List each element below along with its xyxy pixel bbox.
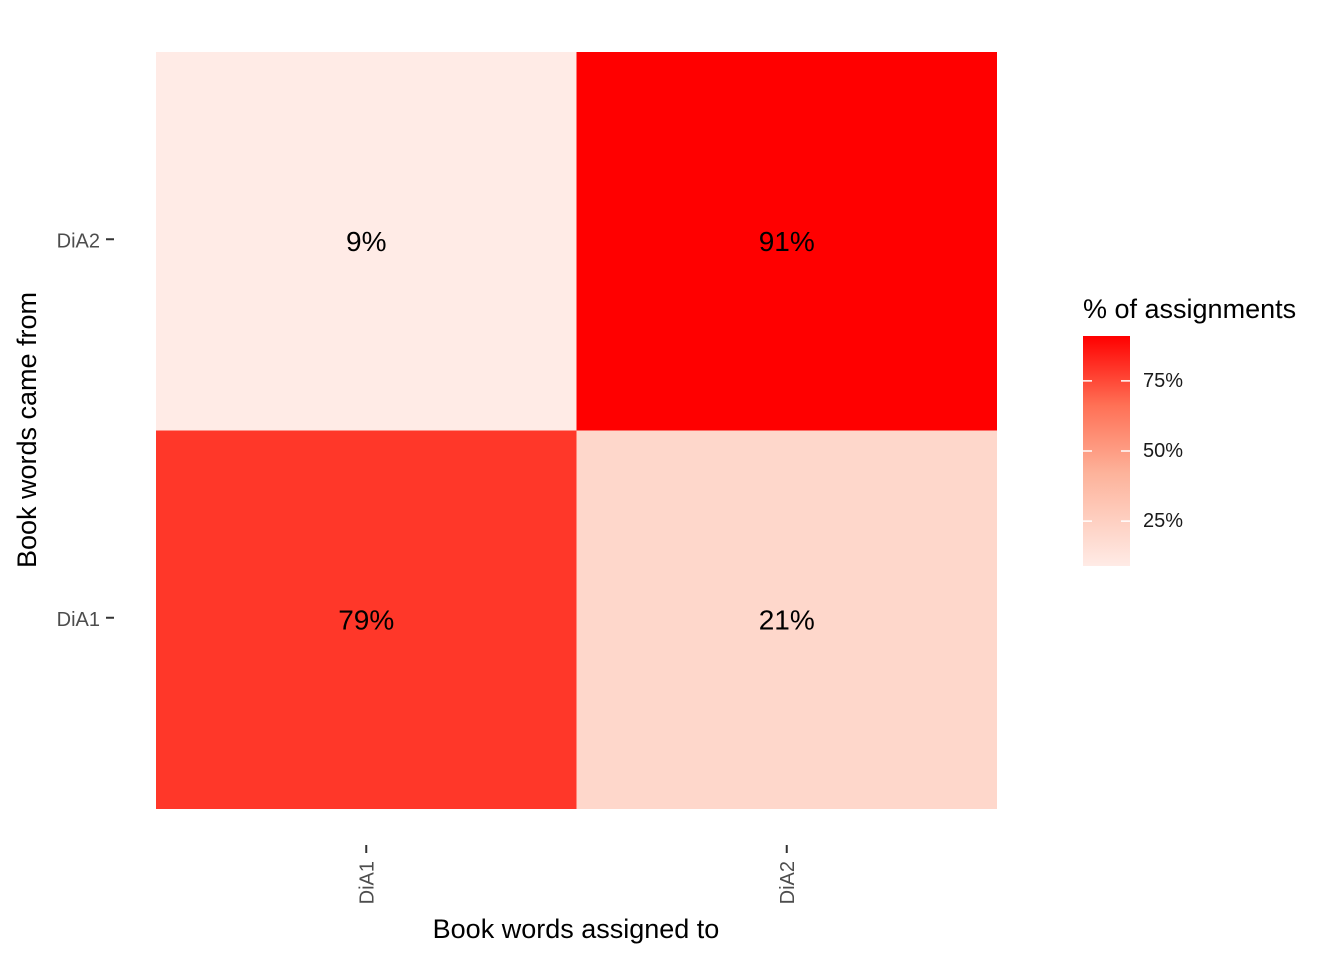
heatmap-cell	[576, 52, 997, 431]
y-axis-title: Book words came from	[12, 292, 42, 568]
x-axis: DiA1 DiA2	[356, 845, 799, 904]
legend-title: % of assignments	[1083, 294, 1296, 324]
heatmap-cell-label: 9%	[346, 226, 386, 257]
heatmap-cell-label: 79%	[338, 604, 394, 635]
x-axis-tick-label: DiA2	[777, 861, 799, 904]
heatmap-cell	[156, 430, 577, 809]
heatmap-cell-labels: 9% 91% 79% 21%	[338, 226, 815, 636]
color-legend: % of assignments 75% 50% 25%	[1083, 294, 1296, 566]
legend-tick-label: 75%	[1143, 370, 1183, 392]
legend-ticks: 75% 50% 25%	[1083, 370, 1183, 532]
x-axis-title: Book words assigned to	[433, 914, 720, 944]
heatmap-cells	[156, 52, 997, 809]
heatmap-cell-label: 21%	[759, 604, 815, 635]
legend-tick-label: 50%	[1143, 440, 1183, 462]
y-axis: DiA1 DiA2	[57, 230, 114, 631]
y-axis-tick-label: DiA1	[57, 609, 100, 631]
legend-tick-label: 25%	[1143, 510, 1183, 532]
x-axis-tick-label: DiA1	[356, 861, 378, 904]
y-axis-tick-label: DiA2	[57, 230, 100, 252]
heatmap-cell-label: 91%	[759, 226, 815, 257]
heatmap-cell	[576, 430, 997, 809]
heatmap-cell	[156, 52, 577, 431]
